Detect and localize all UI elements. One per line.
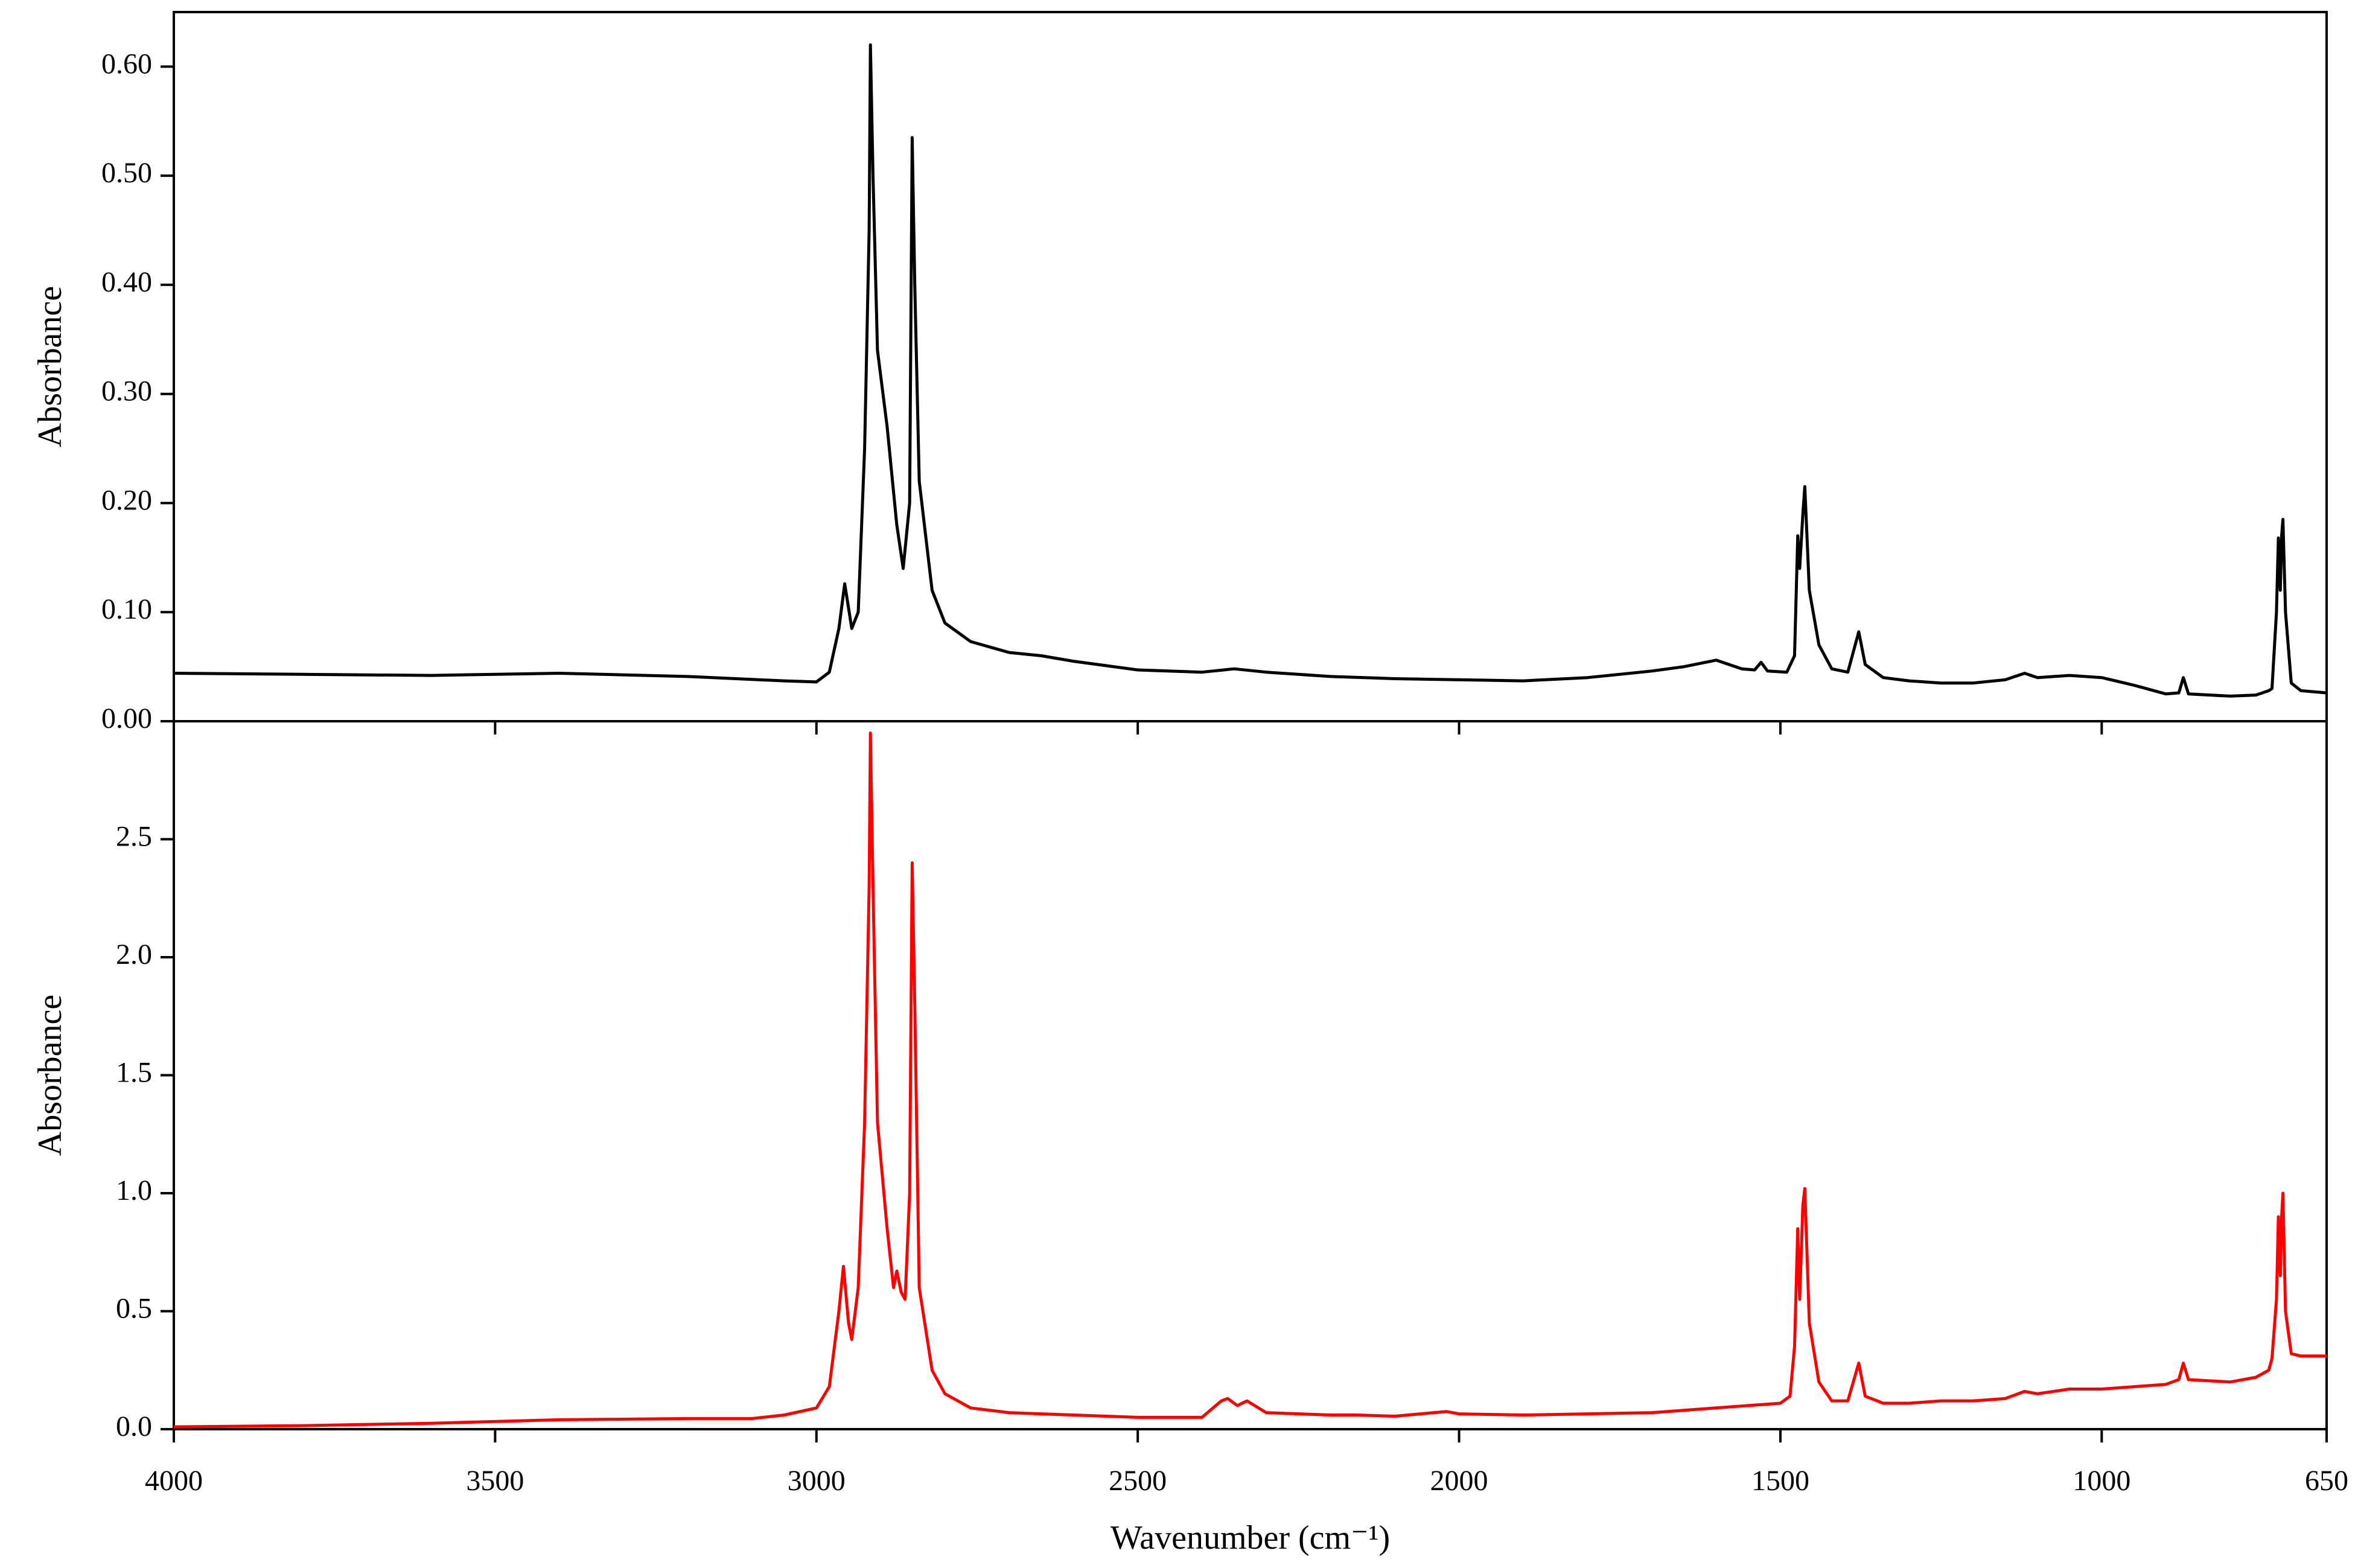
y-tick-label: 1.0 <box>116 1174 152 1206</box>
spectrum-line <box>173 43 2327 698</box>
y-tick-label: 0.0 <box>116 1410 152 1442</box>
y-tick-label: 0.50 <box>101 157 152 189</box>
x-tick-label: 1000 <box>2073 1465 2130 1497</box>
x-tick-label: 650 <box>2305 1465 2348 1497</box>
plot-frame <box>173 11 2328 722</box>
x-axis-title: Wavenumber (cm⁻¹) <box>1110 1519 1390 1557</box>
x-tick-label: 4000 <box>145 1465 203 1497</box>
y-tick-label: 2.0 <box>116 939 152 970</box>
y-axis-title: Absorbance <box>31 286 69 447</box>
y-tick-label: 1.5 <box>116 1057 152 1089</box>
plot-frame <box>173 720 2328 1430</box>
y-tick-label: 0.40 <box>101 266 152 298</box>
x-tick-label: 2500 <box>1109 1465 1167 1497</box>
y-tick-label: 0.20 <box>101 484 152 516</box>
y-tick-label: 2.5 <box>116 821 152 853</box>
y-tick-label: 0.60 <box>101 48 152 80</box>
x-tick-label: 1500 <box>1751 1465 1809 1497</box>
y-tick-label: 0.00 <box>101 703 152 735</box>
y-tick-label: 0.30 <box>101 375 152 407</box>
x-tick-label: 2000 <box>1430 1465 1488 1497</box>
y-tick-label: 0.10 <box>101 593 152 625</box>
y-axis-title: Absorbance <box>31 995 69 1156</box>
x-tick-label: 3500 <box>466 1465 524 1497</box>
x-tick-label: 3000 <box>788 1465 846 1497</box>
spectrum-line <box>173 731 2327 1429</box>
y-tick-label: 0.5 <box>116 1293 152 1325</box>
